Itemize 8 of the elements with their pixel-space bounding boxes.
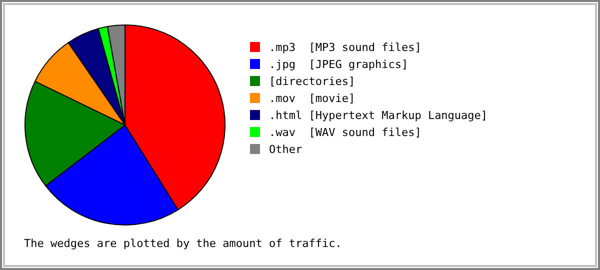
legend-label: [directories] <box>269 75 356 88</box>
legend-label: Other <box>269 143 302 156</box>
legend-label: .html [Hypertext Markup Language] <box>269 109 488 122</box>
legend-label: .jpg [JPEG graphics] <box>269 58 408 71</box>
text: The wedges are plotted by the amount of traffic. <box>24 237 342 250</box>
legend-label: .wav [WAV sound files] <box>269 126 422 139</box>
legend-label: .mp3 [MP3 sound files] <box>269 41 422 54</box>
legend-label: .mov [movie] <box>269 92 356 105</box>
